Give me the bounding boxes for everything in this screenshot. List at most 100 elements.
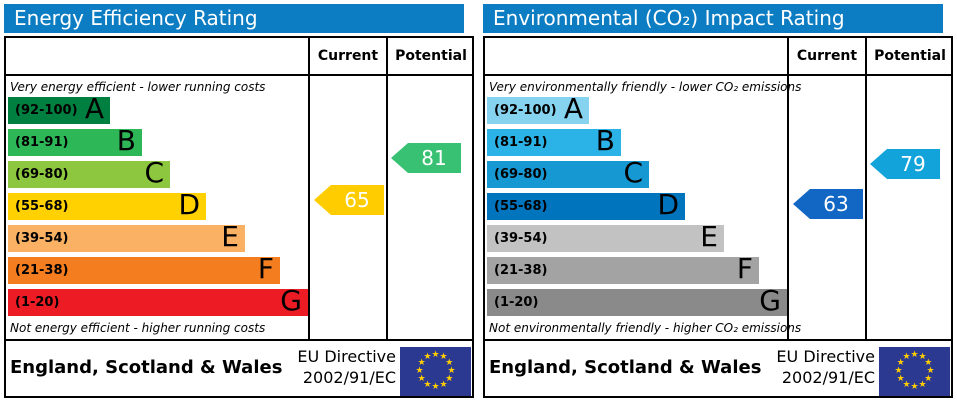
- band-e: (39-54) E: [487, 221, 724, 253]
- eu-flag-star: ★: [896, 358, 905, 368]
- band-d: (55-68) D: [487, 189, 685, 221]
- band-f: (21-38) F: [8, 253, 280, 285]
- potential-rating-arrow: 81: [391, 143, 461, 173]
- eu-flag-star: ★: [924, 374, 933, 384]
- eu-directive-line2: 2002/91/EC: [781, 368, 875, 387]
- band-range-label: (1-20): [494, 295, 539, 310]
- eu-flag-star: ★: [910, 382, 919, 392]
- header-divider: [483, 74, 953, 76]
- band-range-label: (81-91): [494, 135, 548, 150]
- band-b: (81-91) B: [8, 125, 142, 157]
- band-range-label: (1-20): [15, 295, 60, 310]
- eu-directive-line2: 2002/91/EC: [302, 368, 396, 387]
- band-letter: A: [563, 92, 583, 125]
- current-rating-arrow: 65: [314, 185, 384, 215]
- top-caption: Very environmentally friendly - lower CO…: [489, 80, 802, 94]
- header-divider: [4, 74, 474, 76]
- band-range-label: (92-100): [494, 103, 557, 118]
- potential-column-header: Potential: [395, 48, 467, 64]
- potential-column-divider: [865, 36, 867, 341]
- eu-flag-star: ★: [924, 358, 933, 368]
- band-letter: C: [623, 156, 643, 189]
- band-letter: G: [280, 284, 302, 317]
- eu-flag-star: ★: [902, 379, 911, 390]
- eu-directive-line1: EU Directive: [776, 347, 875, 366]
- eu-directive-label: EU Directive 2002/91/EC: [727, 346, 875, 388]
- eu-flag-star: ★: [910, 350, 919, 360]
- band-range-label: (55-68): [494, 199, 548, 214]
- band-g: (1-20) G: [487, 285, 787, 317]
- eu-flag-star: ★: [902, 352, 911, 363]
- eu-flag-star: ★: [415, 366, 424, 376]
- region-label: England, Scotland & Wales: [489, 357, 762, 378]
- eu-flag-star: ★: [417, 358, 426, 368]
- potential-rating-value: 81: [421, 146, 446, 170]
- band-range-label: (39-54): [494, 231, 548, 246]
- energy-efficiency-panel: Energy Efficiency Rating Current Potenti…: [0, 0, 478, 404]
- band-a: (92-100) A: [8, 93, 110, 125]
- band-letter: G: [759, 284, 781, 317]
- bottom-caption: Not environmentally friendly - higher CO…: [489, 321, 802, 335]
- current-rating-arrow: 63: [793, 189, 863, 219]
- eu-flag-star: ★: [431, 382, 440, 392]
- eu-flag-star: ★: [918, 352, 927, 363]
- band-letter: F: [736, 252, 753, 285]
- potential-column-divider: [386, 36, 388, 341]
- current-column-divider: [308, 36, 310, 341]
- eu-flag-star: ★: [894, 366, 903, 376]
- band-e: (39-54) E: [8, 221, 245, 253]
- band-c: (69-80) C: [487, 157, 649, 189]
- band-range-label: (21-38): [15, 263, 69, 278]
- band-letter: D: [657, 188, 679, 221]
- potential-column-header: Potential: [874, 48, 946, 64]
- band-range-label: (39-54): [15, 231, 69, 246]
- eu-flag-star: ★: [417, 374, 426, 384]
- region-label: England, Scotland & Wales: [10, 357, 283, 378]
- band-letter: B: [595, 124, 615, 157]
- eu-flag-star: ★: [896, 374, 905, 384]
- eu-directive-line1: EU Directive: [297, 347, 396, 366]
- eu-directive-label: EU Directive 2002/91/EC: [248, 346, 396, 388]
- eu-flag-star: ★: [423, 352, 432, 363]
- band-range-label: (55-68): [15, 199, 69, 214]
- current-column-divider: [787, 36, 789, 341]
- footer-divider: [4, 339, 474, 341]
- band-letter: B: [116, 124, 136, 157]
- band-range-label: (69-80): [494, 167, 548, 182]
- band-letter: E: [221, 220, 239, 253]
- top-caption: Very energy efficient - lower running co…: [10, 80, 266, 94]
- band-range-label: (21-38): [494, 263, 548, 278]
- eu-flag-star: ★: [447, 366, 456, 376]
- potential-rating-value: 79: [900, 152, 925, 176]
- eu-flag-star: ★: [439, 352, 448, 363]
- eu-flag-star: ★: [445, 358, 454, 368]
- bottom-caption: Not energy efficient - higher running co…: [10, 321, 266, 335]
- panel-title: Environmental (CO₂) Impact Rating: [483, 4, 943, 33]
- panel-title: Energy Efficiency Rating: [4, 4, 464, 33]
- current-column-header: Current: [317, 48, 379, 64]
- band-g: (1-20) G: [8, 285, 308, 317]
- band-letter: C: [144, 156, 164, 189]
- current-rating-value: 65: [344, 188, 369, 212]
- band-d: (55-68) D: [8, 189, 206, 221]
- band-a: (92-100) A: [487, 93, 589, 125]
- band-range-label: (81-91): [15, 135, 69, 150]
- potential-rating-arrow: 79: [870, 149, 940, 179]
- eu-flag-star: ★: [926, 366, 935, 376]
- band-letter: A: [84, 92, 104, 125]
- eu-flag-star: ★: [439, 379, 448, 390]
- eu-flag-star: ★: [431, 350, 440, 360]
- band-letter: F: [257, 252, 274, 285]
- co2-impact-panel: Environmental (CO₂) Impact Rating Curren…: [479, 0, 957, 404]
- current-rating-value: 63: [823, 192, 848, 216]
- eu-flag-star: ★: [918, 379, 927, 390]
- current-column-header: Current: [796, 48, 858, 64]
- band-letter: D: [178, 188, 200, 221]
- eu-flag-star: ★: [445, 374, 454, 384]
- eu-flag-icon: ★ ★ ★ ★ ★ ★ ★ ★ ★ ★ ★ ★: [879, 347, 950, 396]
- band-range-label: (92-100): [15, 103, 78, 118]
- band-c: (69-80) C: [8, 157, 170, 189]
- eu-flag-icon: ★ ★ ★ ★ ★ ★ ★ ★ ★ ★ ★ ★: [400, 347, 471, 396]
- band-letter: E: [700, 220, 718, 253]
- eu-flag-star: ★: [423, 379, 432, 390]
